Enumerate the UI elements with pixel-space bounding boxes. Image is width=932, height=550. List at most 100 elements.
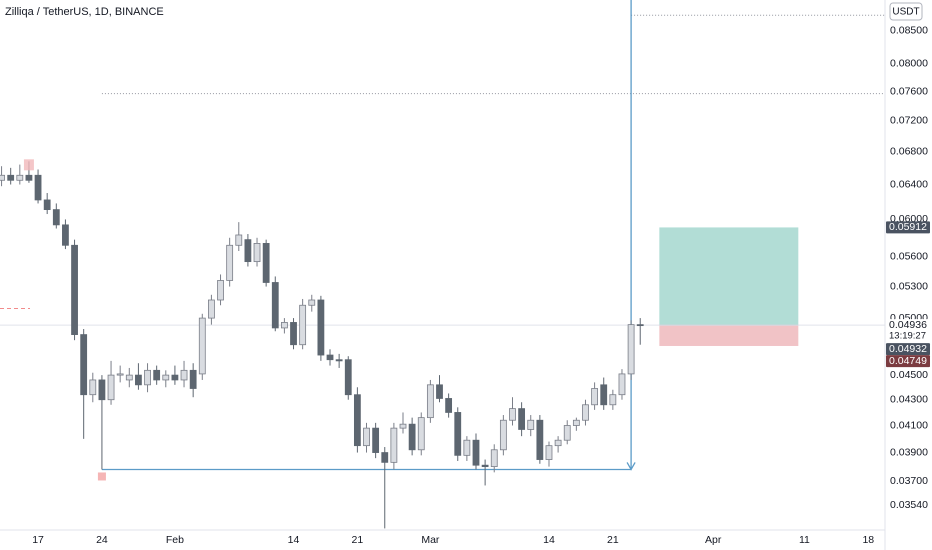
candle-body <box>618 373 626 396</box>
candle-body <box>490 449 498 468</box>
x-tick-label: 21 <box>607 534 619 546</box>
x-tick-label: Mar <box>421 534 440 546</box>
y-tick-label: 0.03700 <box>890 475 928 487</box>
candle-body <box>408 423 416 451</box>
price-label-box <box>886 343 930 356</box>
candle-body <box>80 334 88 396</box>
x-tick-label: 21 <box>352 534 364 546</box>
price-label-box <box>886 221 930 234</box>
candle-body <box>563 425 571 441</box>
candle-body <box>554 439 562 447</box>
candle-body <box>107 374 115 401</box>
low-marker <box>97 472 106 481</box>
candle-body <box>518 408 526 430</box>
candle-body <box>253 243 261 263</box>
candle-body <box>445 398 453 413</box>
candle-body <box>627 324 635 375</box>
x-tick-label: 14 <box>288 534 300 546</box>
stop-zone <box>659 325 799 346</box>
candle-body <box>372 427 380 453</box>
candle-body <box>189 369 197 389</box>
candle-body <box>454 412 462 456</box>
y-tick-label: 0.03900 <box>890 446 928 458</box>
candle-body <box>280 322 288 329</box>
y-tick-label: 0.03540 <box>890 499 928 511</box>
candle-body <box>98 379 106 401</box>
candle-body <box>271 282 279 329</box>
y-tick-label: 0.08500 <box>890 25 928 37</box>
candle-body <box>335 359 343 362</box>
candle-body <box>62 224 69 246</box>
candle-body <box>299 304 307 346</box>
price-label: 0.04932 <box>889 343 927 355</box>
candle-body <box>226 244 234 281</box>
candle-body <box>116 373 124 376</box>
candle-body <box>198 317 206 375</box>
x-tick-label: 14 <box>543 534 555 546</box>
currency-box <box>889 2 923 21</box>
candle-body <box>144 369 151 386</box>
candle-body <box>326 354 334 361</box>
candle-body <box>135 374 142 386</box>
y-tick-label: 0.04500 <box>890 369 928 381</box>
candle-body <box>390 427 398 463</box>
candle-body <box>171 374 179 381</box>
candle-body <box>43 199 51 210</box>
candle-body <box>545 445 553 460</box>
y-tick-label: 0.07200 <box>890 115 928 127</box>
candle-body <box>125 374 133 381</box>
candle-body <box>463 439 471 456</box>
candle-body <box>180 369 188 381</box>
candle-body <box>536 419 544 460</box>
candle-body <box>262 243 270 283</box>
arrow-head <box>626 462 636 471</box>
price-axis <box>885 0 932 530</box>
candle-body <box>582 404 589 421</box>
candle-body <box>153 369 161 381</box>
candle-body <box>217 280 224 301</box>
price-label: 0.04749 <box>889 355 927 367</box>
target-zone <box>659 227 799 326</box>
y-tick-label: 0.08000 <box>890 58 928 70</box>
currency-label: USDT <box>892 7 919 18</box>
candle-body <box>417 417 425 451</box>
x-tick-label: 18 <box>862 534 874 546</box>
candle-body <box>363 427 370 447</box>
candle-body <box>71 244 78 335</box>
candle-body <box>499 419 507 451</box>
plot-area <box>0 0 885 529</box>
candle-body <box>591 388 599 406</box>
candle-body <box>7 174 15 181</box>
x-tick-label: Feb <box>166 534 184 546</box>
axis-layer: 0.08500 0.08000 0.07600 0.07200 0.06800 0.064… <box>32 25 930 546</box>
candle-body <box>527 419 535 430</box>
y-tick-label: 0.05300 <box>890 280 928 292</box>
candle-body <box>16 174 24 181</box>
candle-body <box>353 394 361 447</box>
high-marker <box>23 159 34 171</box>
candle-body <box>481 464 489 468</box>
candle-body <box>609 394 617 406</box>
x-tick-label: 17 <box>32 534 44 546</box>
candle-body <box>162 374 170 381</box>
x-tick-label: 11 <box>799 534 810 546</box>
x-tick-label: 24 <box>96 534 108 546</box>
candle-body <box>0 174 5 181</box>
y-tick-label: 0.05600 <box>890 251 928 263</box>
candle-body <box>436 384 443 399</box>
candle-body <box>472 439 480 466</box>
candle-body <box>244 239 252 263</box>
candle-body <box>399 423 407 429</box>
x-tick-label: Apr <box>705 534 722 546</box>
candle-body <box>509 408 516 421</box>
y-tick-label: 0.04300 <box>890 393 928 405</box>
y-tick-label: 0.07600 <box>890 85 928 97</box>
candle-body <box>34 174 42 201</box>
price-label-box <box>886 319 930 344</box>
candle-body <box>290 322 297 346</box>
candle-body <box>317 299 325 356</box>
candle-body <box>308 299 316 306</box>
candle-body <box>235 234 243 246</box>
countdown-label: 13:19:27 <box>889 331 926 342</box>
